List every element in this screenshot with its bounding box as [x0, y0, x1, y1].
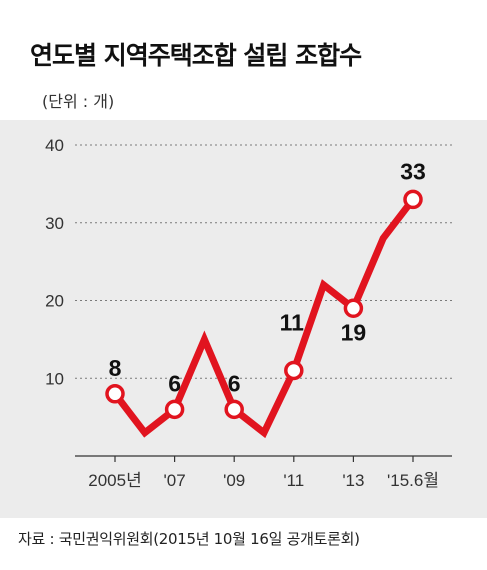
data-label: 8 [109, 355, 122, 381]
series-line [112, 197, 416, 439]
data-label: 6 [228, 370, 241, 396]
y-tick-label: 20 [45, 292, 64, 311]
x-tick-label: '15.6월 [387, 471, 439, 490]
point-marker [164, 399, 185, 420]
point-marker [105, 384, 125, 404]
grid-lines [75, 144, 452, 379]
point-markers [105, 189, 423, 420]
point-marker [343, 298, 364, 319]
data-label: 33 [400, 158, 426, 184]
x-tick-label: '13 [342, 471, 364, 490]
x-tick-label: '09 [223, 471, 245, 490]
y-tick-labels: 10 20 30 40 [45, 136, 64, 388]
x-tick-label: 2005년 [88, 471, 141, 490]
data-label: 19 [341, 319, 367, 345]
chart-title: 연도별 지역주택조합 설립 조합수 [30, 41, 362, 70]
plot-background [0, 120, 487, 518]
source-note: 자료 : 국민권익위원회(2015년 10월 16일 공개토론회) [18, 530, 360, 548]
y-tick-label: 10 [45, 369, 64, 388]
y-tick-label: 40 [45, 136, 64, 155]
x-tick-label: '11 [283, 471, 304, 490]
y-tick-label: 30 [45, 214, 64, 233]
point-marker [224, 399, 244, 420]
unit-label: (단위 : 개) [42, 92, 115, 111]
data-label: 11 [280, 309, 305, 335]
x-tick-labels: 2005년 '07 '09 '11 '13 '15.6월 [88, 456, 439, 490]
data-labels: 8 6 6 11 19 33 [109, 158, 426, 396]
x-tick-label: '07 [164, 471, 186, 490]
point-marker [284, 360, 304, 381]
point-marker [403, 189, 423, 210]
data-label: 6 [168, 370, 181, 396]
